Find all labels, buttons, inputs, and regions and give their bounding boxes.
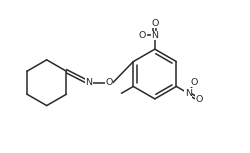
Text: O: O — [195, 95, 203, 104]
Text: O: O — [139, 31, 146, 40]
Text: O: O — [151, 19, 158, 28]
Text: O: O — [105, 78, 112, 87]
Text: N: N — [185, 89, 192, 98]
Text: O: O — [191, 78, 198, 87]
Text: N: N — [86, 78, 92, 87]
Text: N: N — [151, 31, 158, 40]
